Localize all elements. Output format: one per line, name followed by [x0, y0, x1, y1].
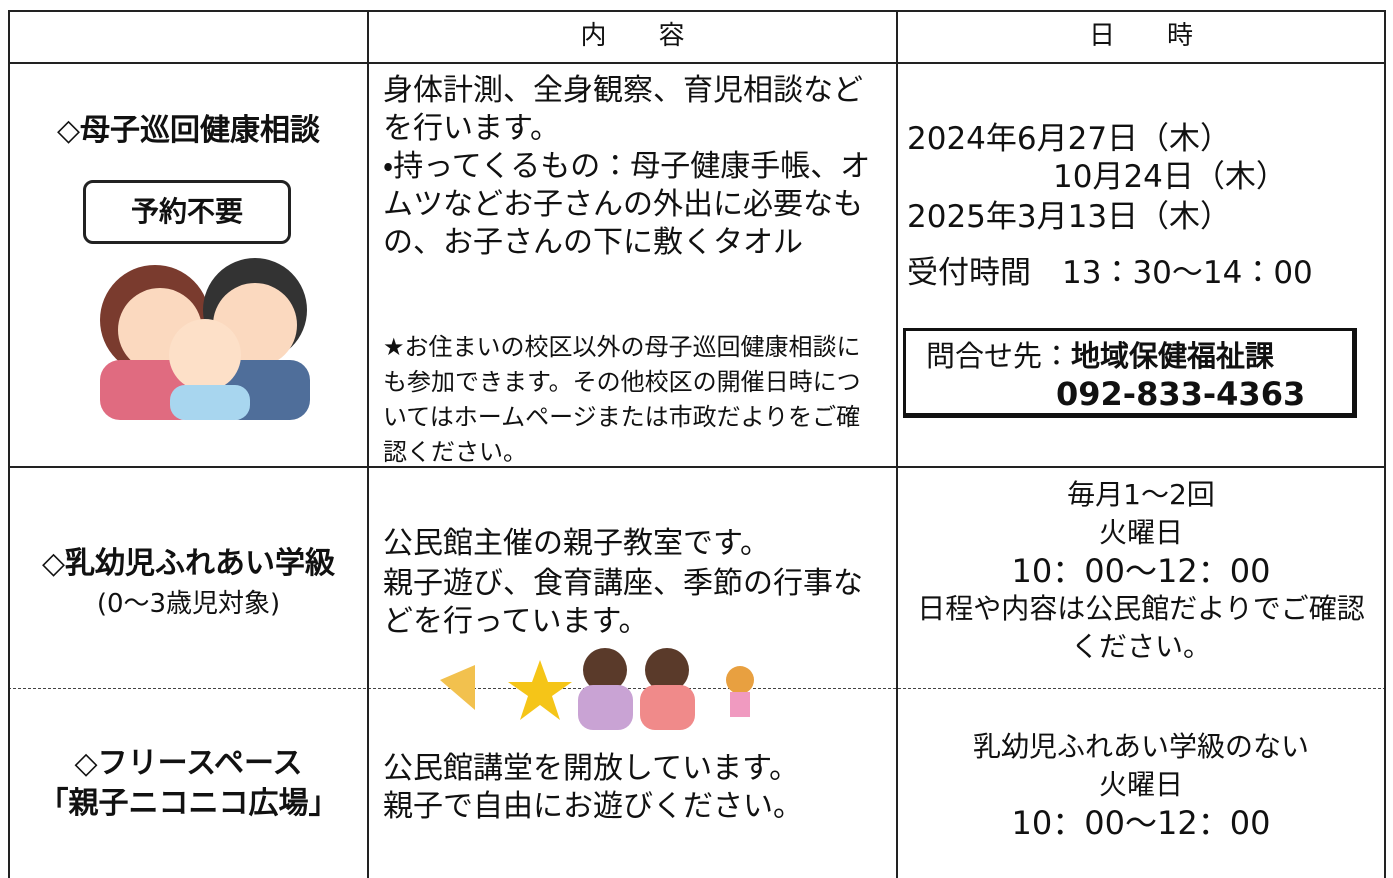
schedule-text: 火曜日: [1098, 516, 1183, 549]
content-text: 身体計測、全身観察、育児相談などを行います。: [383, 73, 863, 146]
content-text: 公民館講堂を開放しています。: [383, 751, 800, 786]
row-title: ◇乳幼児ふれあい学級: [41, 546, 336, 581]
contact-box: 問合せ先：地域保健福祉課 092-833-4363: [903, 328, 1357, 418]
row-line: [8, 62, 1386, 64]
schedule-text: 10月24日（木）: [1053, 159, 1287, 195]
content-text: 親子遊び、食育講座、季節の行事などを行っています。: [383, 566, 863, 639]
content-text: 公民館主催の親子教室です。: [383, 526, 770, 561]
contact-line: 問合せ先：地域保健福祉課: [926, 337, 1274, 375]
schedule-text: 乳幼児ふれあい学級のない: [972, 730, 1309, 763]
col-line: [896, 10, 898, 878]
schedule-text: 2025年3月13日（木）: [907, 199, 1232, 235]
note-text: ★お住まいの校区以外の母子巡回健康相談にも参加できます。その他校区の開催日時につ…: [383, 333, 861, 466]
badge: 予約不要: [83, 180, 291, 244]
contact-department: 地域保健福祉課: [1071, 339, 1275, 373]
col-line: [1384, 10, 1386, 878]
row-subtitle: 「親子ニコニコ広場」: [38, 786, 339, 821]
row-title: ◇母子巡回健康相談: [56, 113, 321, 148]
schedule-text: 10：00～12：00: [1011, 804, 1271, 842]
contact-phone: 092-833-4363: [1056, 375, 1306, 413]
schedule-text: 2024年6月27日（木）: [907, 121, 1232, 157]
col-line: [8, 10, 10, 878]
row-line: [8, 466, 1386, 468]
class-illustration: [440, 648, 754, 730]
content-text: ・持ってくるもの：母子健康手帳、オムツなどお子さんの外出に必要なもの、お子さんの…: [383, 149, 871, 260]
row-title: ◇フリースペース: [74, 746, 303, 781]
header-cell: 日 時: [1088, 21, 1193, 51]
family-illustration: [100, 258, 310, 420]
content-text: 親子で自由にお遊びください。: [383, 789, 803, 824]
col-line: [367, 10, 369, 878]
schedule-text: 日程や内容は公民館だよりでご確認ください。: [917, 592, 1365, 663]
schedule-text: 10：00～12：00: [1011, 552, 1271, 590]
dashed-row-line: [8, 688, 1386, 689]
schedule-text: 火曜日: [1098, 768, 1183, 801]
header-cell: 内 容: [580, 21, 685, 51]
row-subtitle: (0～3歳児対象): [96, 589, 281, 619]
schedule-text: 受付時間 13：30～14：00: [907, 255, 1313, 291]
table-border: [8, 10, 1386, 12]
contact-label: 問合せ先：: [926, 339, 1072, 373]
schedule-text: 毎月1～2回: [1067, 478, 1215, 511]
